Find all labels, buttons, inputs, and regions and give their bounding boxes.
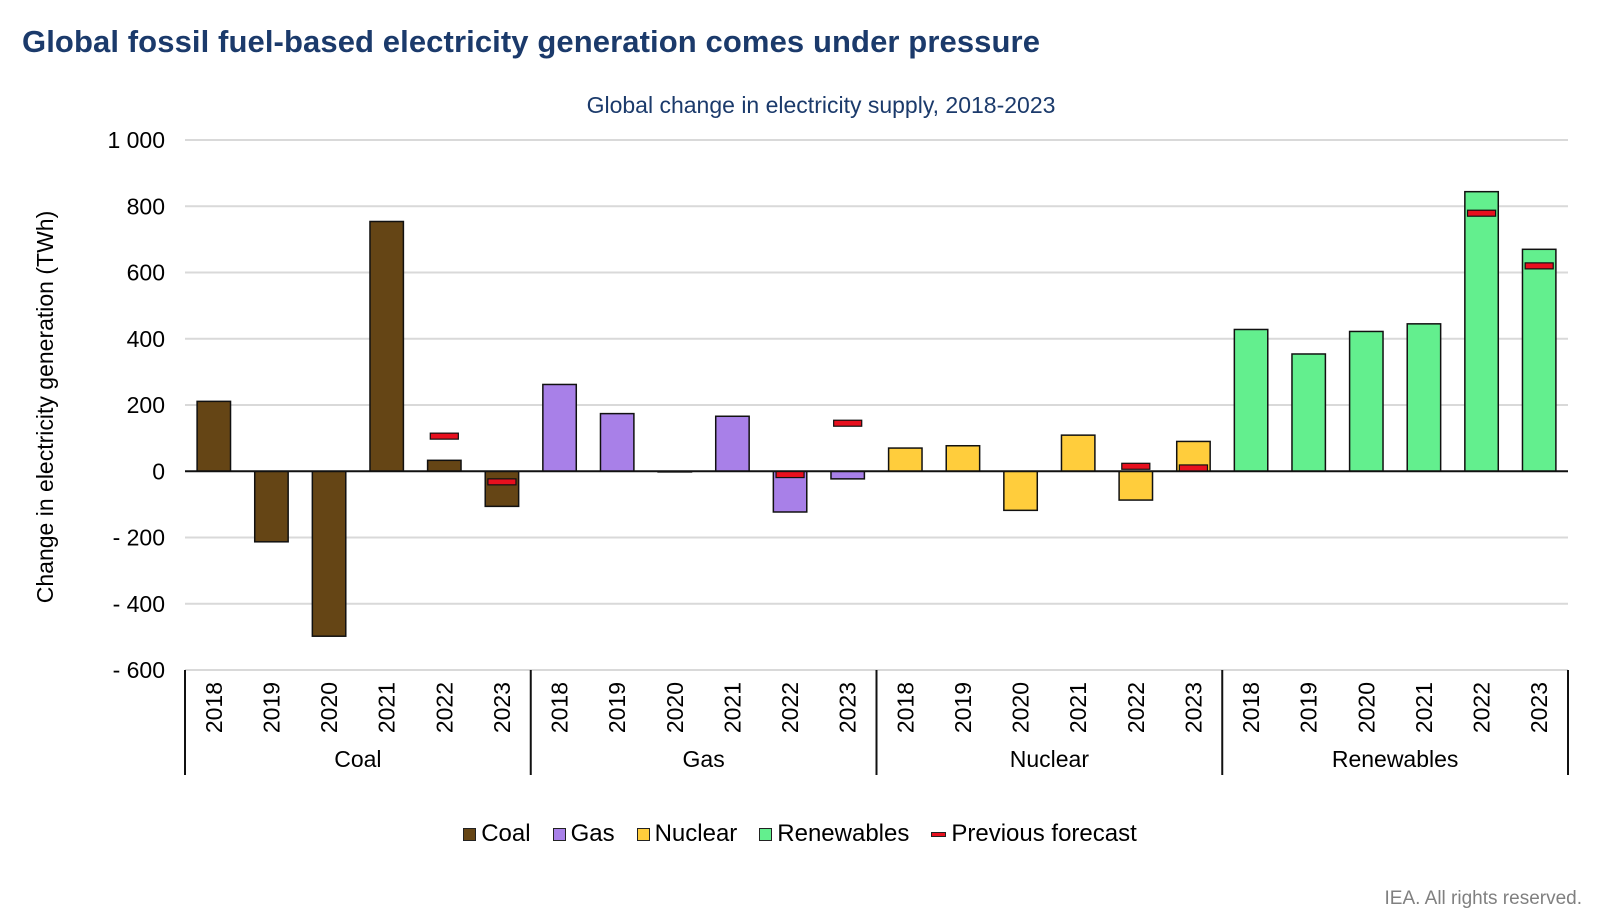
bar-nuclear-2022 bbox=[1118, 470, 1154, 501]
forecast-marker-coal-2023 bbox=[487, 478, 517, 486]
x-tick-label: 2019 bbox=[258, 682, 284, 733]
chart-title: Global change in electricity supply, 201… bbox=[0, 92, 1600, 119]
bar-gas-2019 bbox=[599, 412, 635, 472]
legend-swatch bbox=[759, 827, 773, 841]
bar-coal-2020 bbox=[311, 470, 347, 637]
bar-nuclear-2021 bbox=[1060, 434, 1096, 472]
bar-nuclear-2020 bbox=[1003, 470, 1039, 512]
page-title: Global fossil fuel-based electricity gen… bbox=[22, 24, 1041, 59]
y-axis-label: Change in electricity generation (TWh) bbox=[32, 211, 58, 603]
group-label-renewables: Renewables bbox=[1332, 746, 1459, 772]
legend-label: Coal bbox=[481, 820, 531, 847]
y-tick-label: 600 bbox=[127, 260, 165, 286]
x-tick-label: 2019 bbox=[1296, 682, 1322, 733]
x-tick-label: 2021 bbox=[719, 682, 745, 733]
group-label-nuclear: Nuclear bbox=[1010, 746, 1090, 772]
legend-item-previous-forecast: Previous forecast bbox=[931, 820, 1137, 848]
legend-label: Previous forecast bbox=[951, 820, 1137, 847]
bar-renewables-2023 bbox=[1521, 248, 1557, 472]
legend: Coal Gas Nuclear Renewables Previous forecas… bbox=[0, 820, 1600, 848]
bar-gas-2021 bbox=[714, 415, 750, 473]
legend-swatch bbox=[931, 831, 947, 837]
bar-coal-2019 bbox=[253, 470, 289, 543]
y-tick-label: - 400 bbox=[113, 591, 165, 617]
x-tick-label: 2019 bbox=[604, 682, 630, 733]
x-tick-label: 2018 bbox=[1238, 682, 1264, 733]
bar-renewables-2018 bbox=[1233, 328, 1269, 472]
y-axis-ticks: 1 000 800 600 400 200 0 - 200 - 400 - 600 bbox=[107, 127, 165, 683]
bar-coal-2021 bbox=[369, 220, 405, 472]
x-tick-label: 2023 bbox=[835, 682, 861, 733]
bar-coal-2018 bbox=[196, 400, 232, 473]
x-tick-label: 2020 bbox=[662, 682, 688, 733]
y-tick-label: - 200 bbox=[113, 525, 165, 551]
x-tick-label: 2022 bbox=[431, 682, 457, 733]
bar-nuclear-2019 bbox=[945, 444, 981, 472]
legend-item-gas: Gas bbox=[552, 820, 615, 848]
legend-swatch bbox=[636, 827, 650, 841]
y-tick-label: 200 bbox=[127, 392, 165, 418]
bar-renewables-2020 bbox=[1348, 330, 1384, 472]
bar-coal-2022 bbox=[426, 459, 462, 473]
y-tick-label: 800 bbox=[127, 193, 165, 219]
chart-title-text: Global change in electricity supply, 201… bbox=[586, 92, 1056, 118]
bar-gas-2018 bbox=[542, 383, 578, 472]
x-tick-label: 2023 bbox=[1180, 682, 1206, 733]
x-tick-label: 2018 bbox=[892, 682, 918, 733]
x-tick-label: 2018 bbox=[201, 682, 227, 733]
x-tick-label: 2022 bbox=[777, 682, 803, 733]
bar-coal-2023 bbox=[484, 470, 520, 508]
x-tick-label: 2021 bbox=[1411, 682, 1437, 733]
bar-renewables-2019 bbox=[1291, 353, 1327, 472]
bar-gas-2023 bbox=[830, 470, 866, 480]
bar-renewables-2022 bbox=[1464, 190, 1500, 473]
x-tick-label: 2023 bbox=[489, 682, 515, 733]
x-tick-label: 2020 bbox=[1353, 682, 1379, 733]
forecast-marker-gas-2023 bbox=[833, 419, 863, 427]
group-label-gas: Gas bbox=[683, 746, 725, 772]
x-tick-label: 2022 bbox=[1123, 682, 1149, 733]
legend-item-coal: Coal bbox=[463, 820, 531, 848]
legend-swatch bbox=[463, 827, 477, 841]
forecast-marker-renewables-2022 bbox=[1466, 209, 1497, 217]
forecast-marker-coal-2022 bbox=[429, 432, 459, 440]
legend-label: Renewables bbox=[777, 820, 910, 847]
group-label-coal: Coal bbox=[334, 746, 381, 772]
x-tick-label: 2020 bbox=[1008, 682, 1034, 733]
x-tick-label: 2019 bbox=[950, 682, 976, 733]
y-tick-label: 1 000 bbox=[107, 127, 165, 153]
forecast-marker-gas-2022 bbox=[775, 470, 805, 479]
x-tick-label: 2022 bbox=[1469, 682, 1495, 733]
forecast-marker-renewables-2023 bbox=[1524, 262, 1554, 270]
legend-label: Gas bbox=[570, 820, 615, 847]
x-tick-label: 2021 bbox=[374, 682, 400, 733]
legend-item-nuclear: Nuclear bbox=[636, 820, 738, 848]
x-axis: 2018 2019 2020 2021 2022 2023 Coal 2018 2019 2020… bbox=[184, 670, 1569, 775]
x-tick-label: 2018 bbox=[547, 682, 573, 733]
x-tick-label: 2020 bbox=[316, 682, 342, 733]
previous-forecast-markers bbox=[429, 209, 1554, 486]
x-tick-label: 2021 bbox=[1065, 682, 1091, 733]
y-tick-label: - 600 bbox=[113, 657, 165, 683]
x-tick-label: 2023 bbox=[1526, 682, 1552, 733]
forecast-marker-nuclear-2023 bbox=[1178, 464, 1209, 472]
bar-nuclear-2018 bbox=[887, 447, 923, 472]
legend-swatch bbox=[552, 827, 566, 841]
forecast-marker-nuclear-2022 bbox=[1121, 462, 1151, 470]
copyright-footer: IEA. All rights reserved. bbox=[1384, 888, 1582, 909]
y-tick-label: 0 bbox=[152, 458, 165, 484]
legend-label: Nuclear bbox=[654, 820, 738, 847]
bars bbox=[185, 190, 1568, 637]
legend-item-renewables: Renewables bbox=[759, 820, 909, 848]
bar-renewables-2021 bbox=[1406, 323, 1442, 472]
y-tick-label: 400 bbox=[127, 326, 165, 352]
